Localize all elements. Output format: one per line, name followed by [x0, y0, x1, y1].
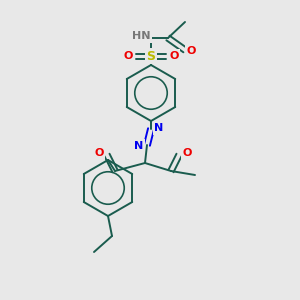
Text: O: O	[123, 51, 133, 61]
Text: N: N	[134, 141, 144, 151]
Text: HN: HN	[132, 31, 150, 41]
Text: S: S	[146, 50, 155, 62]
Text: O: O	[186, 46, 196, 56]
Text: N: N	[154, 123, 164, 133]
Text: O: O	[94, 148, 104, 158]
Text: O: O	[169, 51, 179, 61]
Text: O: O	[182, 148, 192, 158]
